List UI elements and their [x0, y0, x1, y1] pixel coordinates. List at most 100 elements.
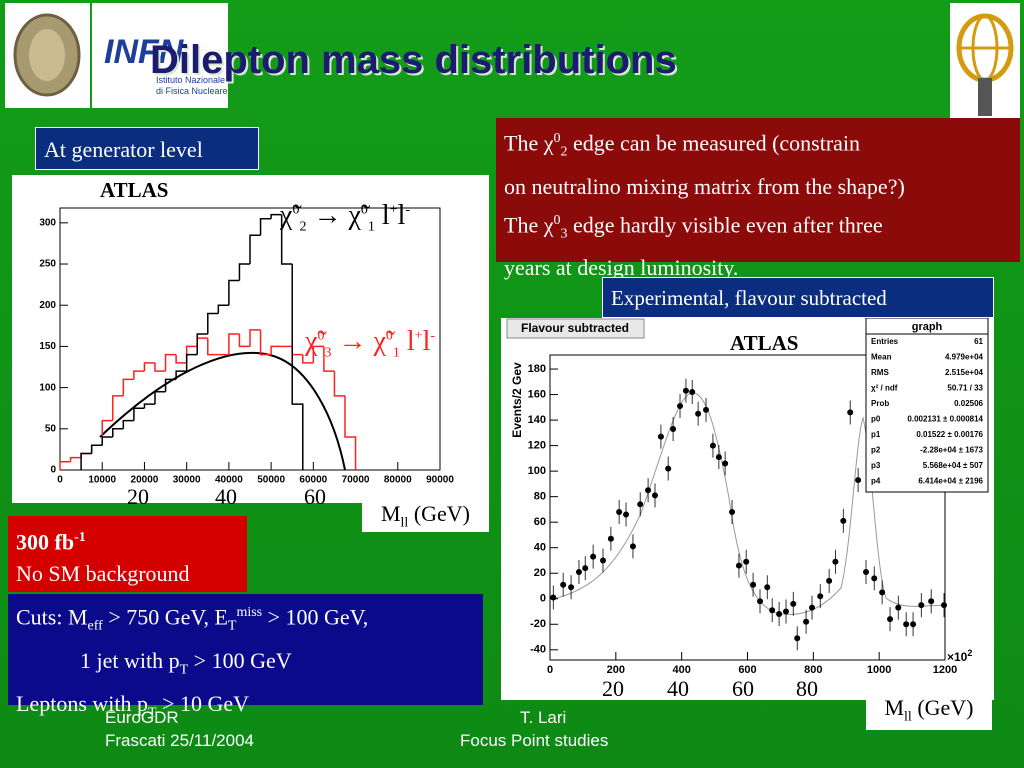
xlabel-box: Mll (GeV)	[866, 688, 992, 730]
stats-key: p4	[871, 477, 881, 486]
histogram-bin	[175, 370, 187, 380]
title: Dilepton mass distributions	[150, 38, 677, 82]
data-point	[790, 600, 797, 607]
gev-label: 60	[732, 676, 754, 701]
data-point	[689, 389, 696, 396]
data-point	[794, 635, 801, 642]
y-tick-label: 40	[534, 542, 546, 554]
gev-label: 60	[304, 484, 326, 509]
cuts-line: Cuts: Meff > 750 GeV, ETmiss > 100 GeV,	[16, 604, 369, 634]
histogram-bin	[112, 428, 124, 438]
plot-title: Flavour subtracted	[521, 321, 629, 335]
stats-value: 2.515e+04	[945, 368, 984, 377]
data-point	[607, 535, 614, 542]
y-tick-label: 0	[50, 465, 56, 476]
x-tick-label: 1200	[933, 664, 957, 676]
x-tick-label: 0	[547, 664, 553, 676]
histogram-bin	[270, 213, 282, 219]
logo-seal	[5, 3, 90, 108]
y-tick-label: 160	[528, 388, 546, 400]
histogram-bin	[217, 304, 229, 314]
histogram-bin	[175, 354, 187, 364]
cuts-line: 1 jet with pT > 100 GeV	[80, 647, 292, 678]
x-tick-label: 50000	[257, 475, 285, 486]
note-line: The χ02 edge can be measured (constrain	[504, 130, 861, 160]
histogram-bin	[185, 353, 198, 372]
data-point	[879, 589, 886, 596]
stats-key: p3	[871, 461, 881, 470]
y-tick-label: 120	[528, 440, 546, 452]
data-point	[550, 594, 557, 601]
histogram-bin	[228, 279, 240, 306]
histogram-bin	[280, 214, 293, 265]
data-point	[599, 557, 606, 564]
x-tick-label: 30000	[173, 475, 201, 486]
gev-label: 40	[215, 484, 237, 509]
data-point	[568, 584, 575, 591]
generator-label: At generator level	[35, 127, 259, 170]
histogram-bin	[90, 444, 103, 454]
data-point	[750, 581, 757, 588]
data-point	[776, 611, 783, 618]
data-point	[560, 581, 567, 588]
data-point	[840, 517, 847, 524]
y-tick-label: -20	[530, 618, 546, 630]
histogram-bin	[154, 362, 166, 372]
stats-value: 5.568e+04 ± 507	[923, 461, 984, 470]
stats-title: graph	[912, 321, 943, 333]
data-point	[871, 575, 878, 582]
note-box: The χ02 edge can be measured (constrain …	[496, 118, 1020, 280]
data-point	[645, 487, 652, 494]
histogram-bin	[122, 419, 134, 429]
histogram-bin	[228, 333, 240, 355]
note-line: years at design luminosity.	[504, 255, 739, 281]
histogram-bin	[80, 452, 92, 470]
histogram-bin	[312, 345, 324, 363]
stats-value: 61	[974, 337, 983, 346]
stats-value: 0.002131 ± 0.000814	[907, 415, 983, 424]
data-point	[715, 454, 722, 461]
data-point	[803, 618, 810, 625]
histogram-bin	[249, 234, 261, 265]
stats-key: RMS	[871, 368, 889, 377]
logo-atlas	[950, 3, 1020, 118]
data-point	[629, 543, 636, 550]
lumi-line: 300 fb-1	[16, 529, 86, 555]
data-point	[826, 577, 833, 584]
data-point	[623, 511, 630, 518]
histogram-bin	[164, 353, 177, 372]
infn-sub: di Fisica Nucleare	[156, 86, 228, 96]
stats-key: Prob	[871, 399, 889, 408]
histogram-bin	[249, 329, 261, 347]
data-point	[695, 410, 702, 417]
y-tick-label: 150	[39, 341, 56, 352]
stats-value: -2.28e+04 ± 1673	[920, 446, 983, 455]
x-tick-label: 0	[57, 475, 63, 486]
y-tick-label: 20	[534, 567, 546, 579]
x-tick-label: 400	[672, 664, 690, 676]
x-tick-label: 90000	[426, 475, 454, 486]
cuts-box: Cuts: Meff > 750 GeV, ETmiss > 100 GeV, …	[8, 594, 483, 721]
data-point	[887, 616, 894, 623]
experimental-label: Experimental, flavour subtracted	[602, 277, 994, 318]
gev-label: 40	[667, 676, 689, 701]
lumi-box: 300 fb-1 No SM background	[8, 516, 247, 592]
gev-label: 20	[602, 676, 624, 701]
data-point	[735, 562, 742, 569]
footer-text: Focus Point studies	[460, 731, 609, 750]
stats-value: 0.01522 ± 0.00176	[916, 430, 983, 439]
y-tick-label: 100	[528, 465, 546, 477]
histogram-bin	[133, 407, 145, 421]
histogram-bin	[133, 370, 145, 380]
atlas-label: ATLAS	[730, 331, 798, 355]
stats-key: p0	[871, 415, 881, 424]
data-point	[903, 621, 910, 628]
y-tick-label: 250	[39, 259, 56, 270]
data-point	[590, 553, 597, 560]
x-scale: ×102	[947, 648, 972, 664]
note-line: The χ03 edge hardly visible even after t…	[504, 212, 883, 242]
histogram-bin	[69, 456, 82, 462]
data-point	[575, 568, 582, 575]
y-tick-label: -40	[530, 644, 546, 656]
xlabel-box: Mll (GeV)	[362, 496, 489, 532]
